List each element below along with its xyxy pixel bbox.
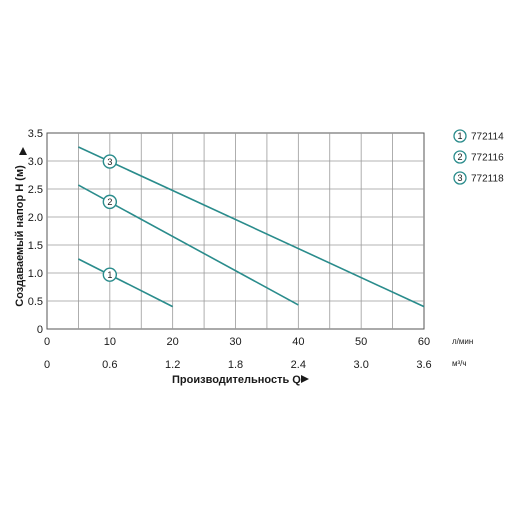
series-line-772114 (78, 258, 174, 308)
x-tick-label-secondary: 3.0 (354, 359, 369, 371)
series-marker-label: 1 (107, 270, 112, 280)
x-tick-label-primary: 20 (167, 336, 179, 348)
x-tick-label-primary: 10 (104, 336, 116, 348)
x-tick-label-secondary: 3.6 (416, 359, 431, 371)
series-marker-2 (102, 194, 118, 210)
series-marker-1 (102, 267, 118, 282)
legend-marker-label: 1 (457, 131, 462, 141)
x-tick-label-primary: 0 (44, 336, 50, 348)
y-tick-label: 3.5 (28, 128, 43, 140)
x-tick-label-secondary: 1.8 (228, 359, 243, 371)
x-tick-label-secondary: 0.6 (102, 359, 117, 371)
series-marker-label: 2 (107, 197, 112, 207)
series-marker-label: 3 (107, 157, 112, 167)
legend-marker-1 (453, 129, 467, 143)
y-tick-label: 1.5 (28, 240, 43, 252)
legend-marker-3 (453, 171, 467, 185)
y-tick-label: 0.5 (28, 296, 43, 308)
x-tick-label-primary: 60 (418, 336, 430, 348)
legend-marker-label: 3 (457, 173, 462, 183)
y-tick-label: 2.5 (28, 184, 43, 196)
x-axis-title: Производительность Q (172, 374, 301, 386)
x-tick-label-secondary: 0 (44, 359, 50, 371)
y-tick-label: 0 (37, 324, 43, 336)
x-tick-label-primary: 30 (229, 336, 241, 348)
x-axis-arrow-icon (301, 375, 309, 383)
x-tick-label-secondary: 2.4 (291, 359, 306, 371)
x-unit-primary: л/мин (452, 337, 473, 346)
y-axis-title: Создаваемый напор H (м) (14, 165, 26, 307)
y-tick-label: 3.0 (28, 156, 43, 168)
y-tick-label: 1.0 (28, 268, 43, 280)
legend-entry-label: 772116 (471, 153, 504, 164)
legend-entry-label: 772118 (471, 174, 504, 185)
y-tick-label: 2.0 (28, 212, 43, 224)
x-tick-label-primary: 40 (292, 336, 304, 348)
series-marker-3 (102, 154, 118, 169)
legend-entry-label: 772114 (471, 132, 504, 143)
x-tick-label-primary: 50 (355, 336, 367, 348)
series-line-772118 (78, 146, 425, 308)
x-tick-label-secondary: 1.2 (165, 359, 180, 371)
y-axis-arrow-icon (19, 147, 27, 155)
legend-marker-2 (453, 150, 467, 164)
legend-marker-label: 2 (457, 152, 462, 162)
x-unit-secondary: м³/ч (452, 359, 467, 368)
